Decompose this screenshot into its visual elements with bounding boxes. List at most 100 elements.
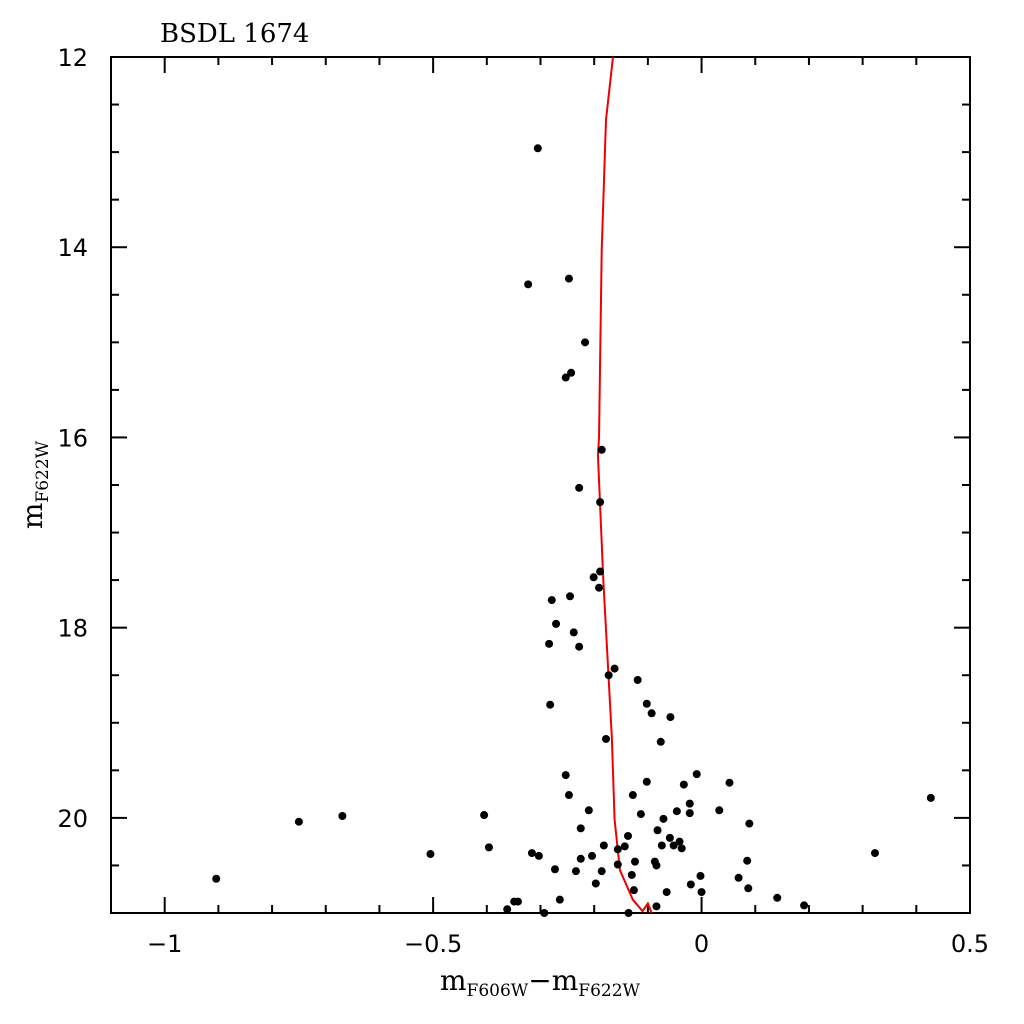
star-point <box>652 902 661 911</box>
star-point <box>545 639 554 648</box>
star-point <box>212 874 221 883</box>
star-point <box>642 777 651 786</box>
star-point <box>685 799 694 808</box>
star-point <box>576 854 585 863</box>
star-point <box>715 806 724 815</box>
star-point <box>524 280 533 289</box>
plot-frame <box>110 56 971 914</box>
x-tick-label: 0 <box>694 930 709 958</box>
star-point <box>613 845 622 854</box>
isochrone-line <box>596 56 653 914</box>
star-point <box>294 817 303 826</box>
star-point <box>588 851 597 860</box>
x-tick-label: −0.5 <box>404 930 462 958</box>
star-point <box>629 886 638 895</box>
y-tick-label: 20 <box>57 805 88 833</box>
star-point <box>597 867 606 876</box>
star-point <box>624 909 633 917</box>
star-point <box>636 810 645 819</box>
star-point <box>596 498 605 507</box>
star-point <box>628 791 637 800</box>
star-point <box>613 860 622 869</box>
star-point <box>610 664 619 673</box>
star-point <box>581 338 590 347</box>
star-point <box>672 807 681 816</box>
x-label-part: −m <box>528 964 578 997</box>
star-point <box>656 737 665 746</box>
chart-title: BSDL 1674 <box>160 19 309 49</box>
y-label-part: m <box>16 503 49 530</box>
star-point <box>569 628 578 637</box>
x-label-part: m <box>440 964 467 997</box>
star-point <box>659 814 668 823</box>
star-point <box>575 483 584 492</box>
star-point <box>596 567 605 576</box>
star-point <box>589 573 598 582</box>
star-point <box>540 909 549 917</box>
star-point <box>685 809 694 818</box>
star-point <box>546 700 555 709</box>
star-point <box>552 619 561 628</box>
star-point <box>561 373 570 382</box>
star-point <box>653 826 662 835</box>
star-point <box>527 849 536 858</box>
star-point <box>571 867 580 876</box>
star-point <box>561 771 570 780</box>
star-point <box>599 841 608 850</box>
star-point <box>679 780 688 789</box>
star-point <box>926 793 935 802</box>
star-point <box>597 445 606 454</box>
star-point <box>800 901 809 910</box>
y-tick-label: 16 <box>57 424 88 452</box>
star-point <box>675 837 684 846</box>
y-axis-label: mF622W <box>16 440 53 529</box>
y-tick-label: 12 <box>57 44 88 72</box>
star-point <box>575 642 584 651</box>
star-point <box>633 675 642 684</box>
star-point <box>870 849 879 858</box>
star-point <box>484 843 493 852</box>
star-point <box>576 824 585 833</box>
x-label-part: F606W <box>467 981 529 1001</box>
star-point <box>642 699 651 708</box>
star-point <box>566 592 575 601</box>
star-point <box>696 871 705 880</box>
y-label-part: F622W <box>33 440 53 502</box>
star-point <box>503 905 512 914</box>
star-point <box>567 368 576 377</box>
star-point <box>666 713 675 722</box>
x-tick-label: −1 <box>147 930 182 958</box>
star-point <box>669 841 678 850</box>
x-axis-label: mF606W−mF622W <box>440 964 641 1001</box>
star-point <box>743 856 752 865</box>
x-tick-label: 0.5 <box>951 930 989 958</box>
x-label-part: F622W <box>578 981 640 1001</box>
star-point <box>686 880 695 889</box>
star-point <box>744 884 753 893</box>
star-point <box>665 833 674 842</box>
star-point <box>652 861 661 870</box>
star-point <box>510 897 519 906</box>
star-point <box>595 583 604 592</box>
star-point <box>533 144 542 153</box>
star-point <box>584 806 593 815</box>
star-point <box>338 811 347 820</box>
star-point <box>601 734 610 743</box>
star-point <box>677 844 686 853</box>
star-point <box>564 274 573 283</box>
star-point <box>734 873 743 882</box>
star-point <box>630 857 639 866</box>
star-point <box>647 709 656 718</box>
star-point <box>692 770 701 779</box>
star-point <box>591 879 600 888</box>
star-point <box>426 850 435 859</box>
star-point <box>564 791 573 800</box>
star-point <box>657 841 666 850</box>
star-point <box>624 831 633 840</box>
star-point <box>773 893 782 902</box>
star-point <box>547 596 556 605</box>
star-point <box>620 842 629 851</box>
star-point <box>662 888 671 897</box>
star-point <box>550 865 559 874</box>
